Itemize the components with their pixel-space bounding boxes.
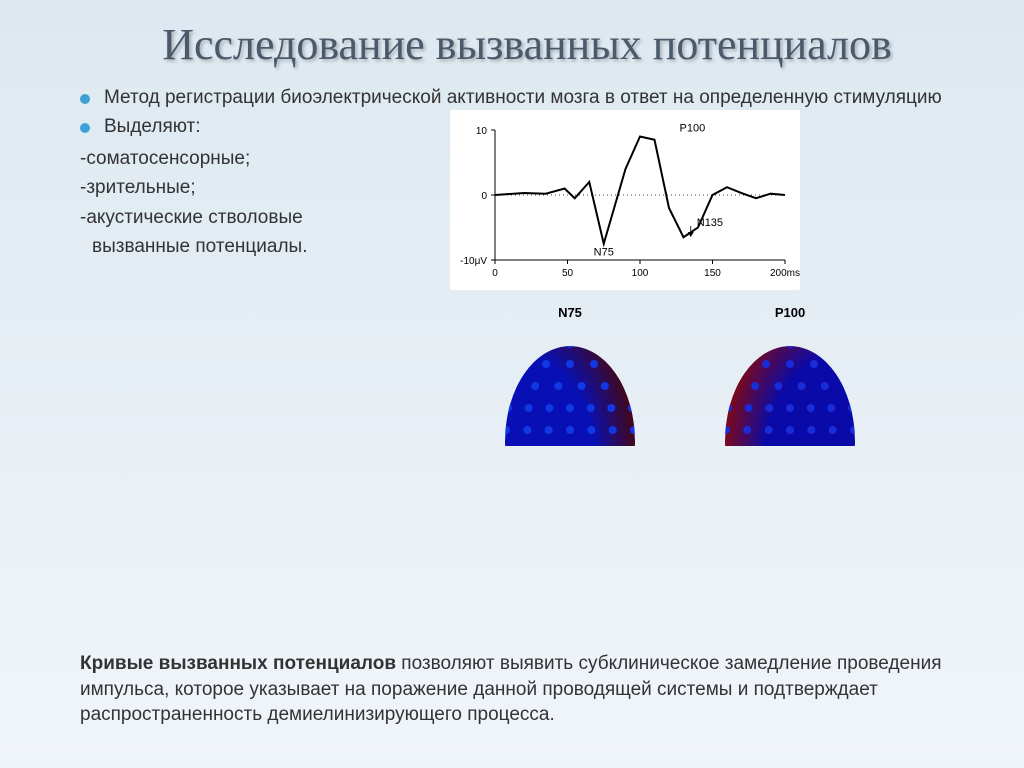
content-area: Метод регистрации биоэлектрической актив… (80, 85, 974, 262)
svg-text:0: 0 (492, 268, 498, 279)
svg-text:N135: N135 (697, 217, 723, 229)
brain-p100-label: P100 (720, 305, 860, 320)
svg-text:150: 150 (704, 268, 721, 279)
bullet-1: Метод регистрации биоэлектрической актив… (80, 85, 974, 111)
svg-text:-10μV: -10μV (460, 256, 487, 267)
svg-text:P100: P100 (680, 122, 706, 134)
brain-n75: N75 (500, 305, 640, 446)
brain-maps: N75 P100 (500, 305, 860, 446)
bullet-2-text: Выделяют: (104, 114, 201, 140)
bullet-1-text: Метод регистрации биоэлектрической актив… (104, 85, 942, 111)
bottom-paragraph: Кривые вызванных потенциалов позволяют в… (80, 643, 964, 728)
svg-text:0: 0 (481, 191, 487, 202)
brain-n75-label: N75 (500, 305, 640, 320)
slide-title: Исследование вызванных потенциалов (80, 20, 974, 71)
svg-text:100: 100 (632, 268, 649, 279)
svg-text:10: 10 (476, 126, 488, 137)
svg-text:50: 50 (562, 268, 574, 279)
bullet-dot-icon (80, 123, 90, 133)
bottom-text: Кривые вызванных потенциалов позволяют в… (80, 651, 964, 728)
bullet-dot-icon (80, 94, 90, 104)
waveform-chart: -10μV010050100150200msN75P100N135 (450, 110, 800, 295)
waveform-svg-icon: -10μV010050100150200msN75P100N135 (450, 110, 800, 290)
brain-p100: P100 (720, 305, 860, 446)
svg-text:N75: N75 (594, 246, 614, 258)
slide: Исследование вызванных потенциалов Метод… (0, 0, 1024, 768)
bottom-lead: Кривые вызванных потенциалов (80, 653, 396, 674)
svg-text:200ms: 200ms (770, 268, 800, 279)
brain-n75-icon (500, 326, 640, 446)
brain-p100-icon (720, 326, 860, 446)
